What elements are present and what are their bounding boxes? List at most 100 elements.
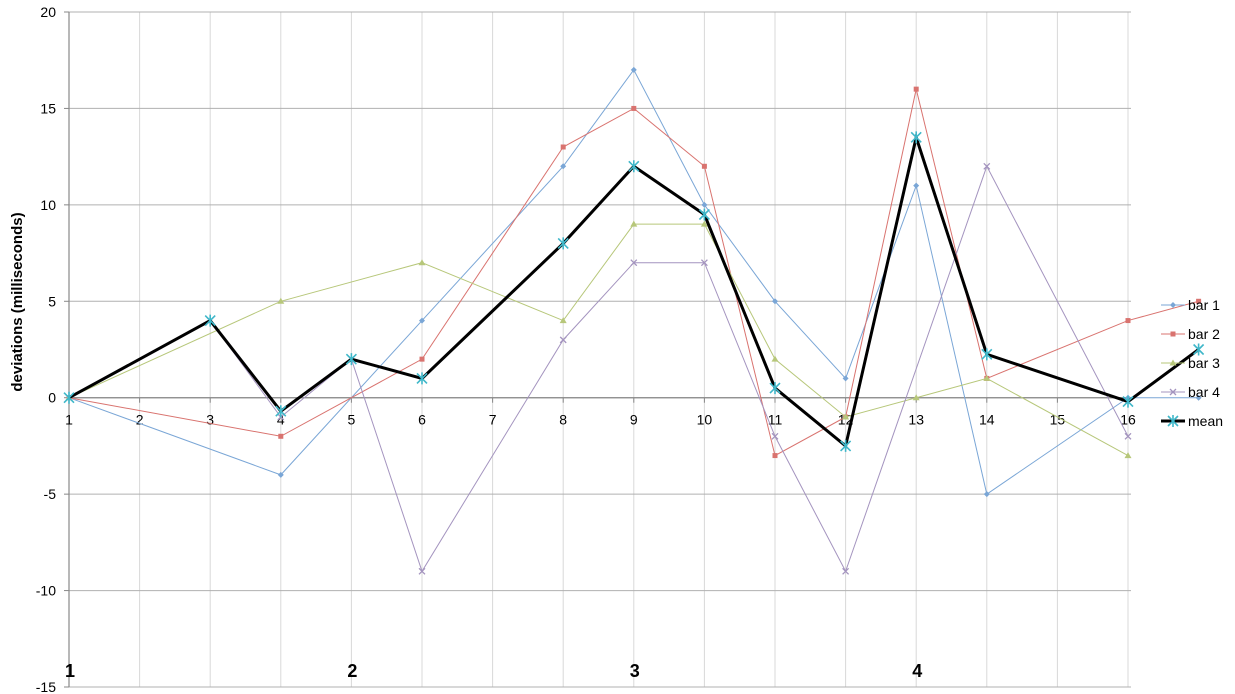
legend-item: bar 3 [1161, 355, 1220, 371]
legend-item: bar 1 [1161, 297, 1220, 313]
bar-number-label: 2 [347, 661, 357, 681]
legend-label: bar 1 [1188, 297, 1220, 313]
series-line [68, 131, 1200, 449]
series-line [68, 165, 1129, 573]
data-point [275, 405, 287, 418]
bar-number-label: 1 [65, 661, 75, 681]
legend-label: bar 3 [1188, 355, 1220, 371]
data-point [983, 162, 991, 170]
data-point [840, 439, 852, 452]
data-point [419, 356, 425, 362]
data-point [700, 259, 708, 267]
data-point [560, 144, 566, 150]
data-point [913, 182, 920, 189]
x-tick-label: 6 [418, 412, 426, 428]
bar-markers: 1 2 3 4 [65, 661, 922, 681]
data-point [910, 131, 922, 144]
data-point [842, 413, 850, 420]
data-point [419, 317, 425, 324]
series-mean [63, 131, 1205, 452]
data-point [1124, 432, 1132, 440]
data-point [278, 433, 284, 439]
data-point [981, 348, 993, 361]
data-point [842, 375, 849, 382]
x-tick-label: 4 [277, 412, 285, 428]
x-tick-label: 7 [489, 412, 497, 428]
data-point [1170, 331, 1176, 337]
data-point [1193, 343, 1205, 356]
data-point [701, 163, 707, 169]
y-tick-label: 20 [40, 4, 56, 20]
series-line [68, 68, 1199, 495]
data-point [698, 208, 710, 221]
data-point [63, 391, 75, 404]
x-tick-label: 14 [979, 412, 995, 428]
y-tick-label: 0 [48, 390, 56, 406]
data-point [1167, 415, 1179, 427]
series-lines [63, 66, 1205, 575]
data-point [772, 453, 778, 459]
data-point [557, 237, 569, 250]
y-axis-label: deviations (milliseconds) [9, 212, 26, 391]
data-point [1169, 388, 1177, 396]
data-point [842, 567, 850, 575]
series-bar-3 [65, 220, 1132, 459]
data-point [277, 471, 284, 478]
data-point [559, 317, 567, 324]
x-tick-label: 16 [1120, 412, 1136, 428]
data-point [700, 220, 708, 227]
legend-label: mean [1188, 413, 1223, 429]
data-point [769, 382, 781, 395]
x-tick-label: 13 [908, 412, 924, 428]
data-point [1125, 318, 1131, 324]
bar-number-label: 4 [912, 661, 922, 681]
data-point [912, 394, 920, 401]
data-point [913, 86, 919, 92]
data-point [771, 355, 779, 362]
data-point [560, 163, 567, 170]
y-tick-label: 15 [40, 100, 56, 116]
y-axis-ticks: -15 -10 -5 0 5 10 15 20 [36, 4, 69, 694]
data-point [630, 259, 638, 267]
series-line [68, 223, 1129, 457]
y-tick-label: -10 [36, 583, 56, 599]
data-point [1122, 395, 1134, 408]
data-point [628, 160, 640, 173]
y-tick-label: 10 [40, 197, 56, 213]
data-point [630, 220, 638, 227]
data-point [1124, 452, 1132, 459]
data-point [983, 374, 991, 381]
data-point [416, 372, 428, 385]
series-bar-4 [65, 162, 1132, 575]
axes [68, 12, 1131, 687]
data-point [418, 567, 426, 575]
x-tick-label: 2 [136, 412, 144, 428]
data-point [701, 201, 708, 208]
data-point [204, 314, 216, 327]
x-axis-ticks: 1 2 3 4 5 6 7 8 9 10 11 12 13 14 15 16 [65, 397, 1136, 428]
data-point [630, 66, 637, 73]
x-tick-label: 9 [630, 412, 638, 428]
data-point [418, 259, 426, 266]
x-tick-label: 1 [65, 412, 73, 428]
legend-label: bar 2 [1188, 326, 1220, 342]
y-tick-label: -5 [44, 486, 57, 502]
y-tick-label: 5 [48, 293, 56, 309]
data-point [983, 491, 990, 498]
legend-item: mean [1161, 413, 1223, 429]
x-tick-label: 3 [206, 412, 214, 428]
legend-item: bar 4 [1161, 384, 1220, 400]
grid [68, 11, 1131, 688]
bar-number-label: 3 [630, 661, 640, 681]
x-tick-label: 10 [697, 412, 713, 428]
x-tick-label: 5 [348, 412, 356, 428]
legend-item: bar 2 [1161, 326, 1220, 342]
data-point [345, 353, 357, 366]
x-tick-label: 11 [768, 412, 783, 428]
data-point [1170, 302, 1176, 308]
data-point [277, 297, 285, 304]
y-tick-label: -15 [36, 679, 56, 694]
data-point [1169, 359, 1177, 366]
x-tick-label: 8 [559, 412, 567, 428]
